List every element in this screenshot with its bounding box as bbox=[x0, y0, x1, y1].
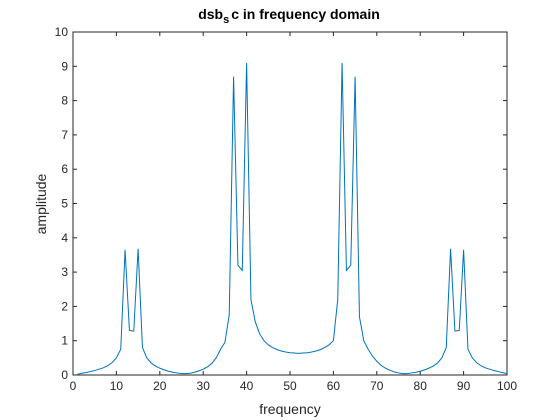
x-tick-label-100: 100 bbox=[497, 379, 517, 393]
x-tick-label-70: 70 bbox=[370, 379, 384, 393]
x-tick-label-60: 60 bbox=[327, 379, 341, 393]
y-tick-label-7: 7 bbox=[61, 128, 68, 142]
y-tick-label-3: 3 bbox=[61, 265, 68, 279]
series-line bbox=[77, 62, 508, 375]
x-tick-label-10: 10 bbox=[110, 379, 124, 393]
chart-title-main: dsb bbox=[198, 6, 223, 22]
y-axis-label: amplitude bbox=[33, 173, 49, 234]
axis-ticks bbox=[72, 31, 508, 376]
x-tick-label-30: 30 bbox=[197, 379, 211, 393]
y-tick-label-2: 2 bbox=[61, 299, 68, 313]
x-tick-label-40: 40 bbox=[240, 379, 254, 393]
y-tick-label-10: 10 bbox=[55, 25, 69, 39]
x-tick-label-90: 90 bbox=[457, 379, 471, 393]
y-tick-label-8: 8 bbox=[61, 94, 68, 108]
chart-title-rest: c in frequency domain bbox=[231, 6, 380, 22]
x-tick-label-0: 0 bbox=[70, 379, 77, 393]
x-tick-label-20: 20 bbox=[153, 379, 167, 393]
axis-tick-labels: 0 10 20 30 40 50 60 70 80 90 100 0 1 2 3 4 5 6 7 8 9 10 bbox=[55, 25, 518, 393]
y-tick-label-5: 5 bbox=[61, 197, 68, 211]
y-tick-label-0: 0 bbox=[61, 368, 68, 382]
chart-title: dsbs c in frequency domain bbox=[198, 6, 380, 26]
x-tick-label-50: 50 bbox=[283, 379, 297, 393]
x-axis-label: frequency bbox=[259, 401, 320, 417]
y-tick-label-9: 9 bbox=[61, 59, 68, 73]
plot-area bbox=[72, 31, 508, 376]
y-tick-label-1: 1 bbox=[61, 334, 68, 348]
y-tick-label-6: 6 bbox=[61, 162, 68, 176]
chart-title-subscript: s bbox=[223, 14, 229, 26]
y-tick-label-4: 4 bbox=[61, 231, 68, 245]
x-tick-label-80: 80 bbox=[414, 379, 428, 393]
